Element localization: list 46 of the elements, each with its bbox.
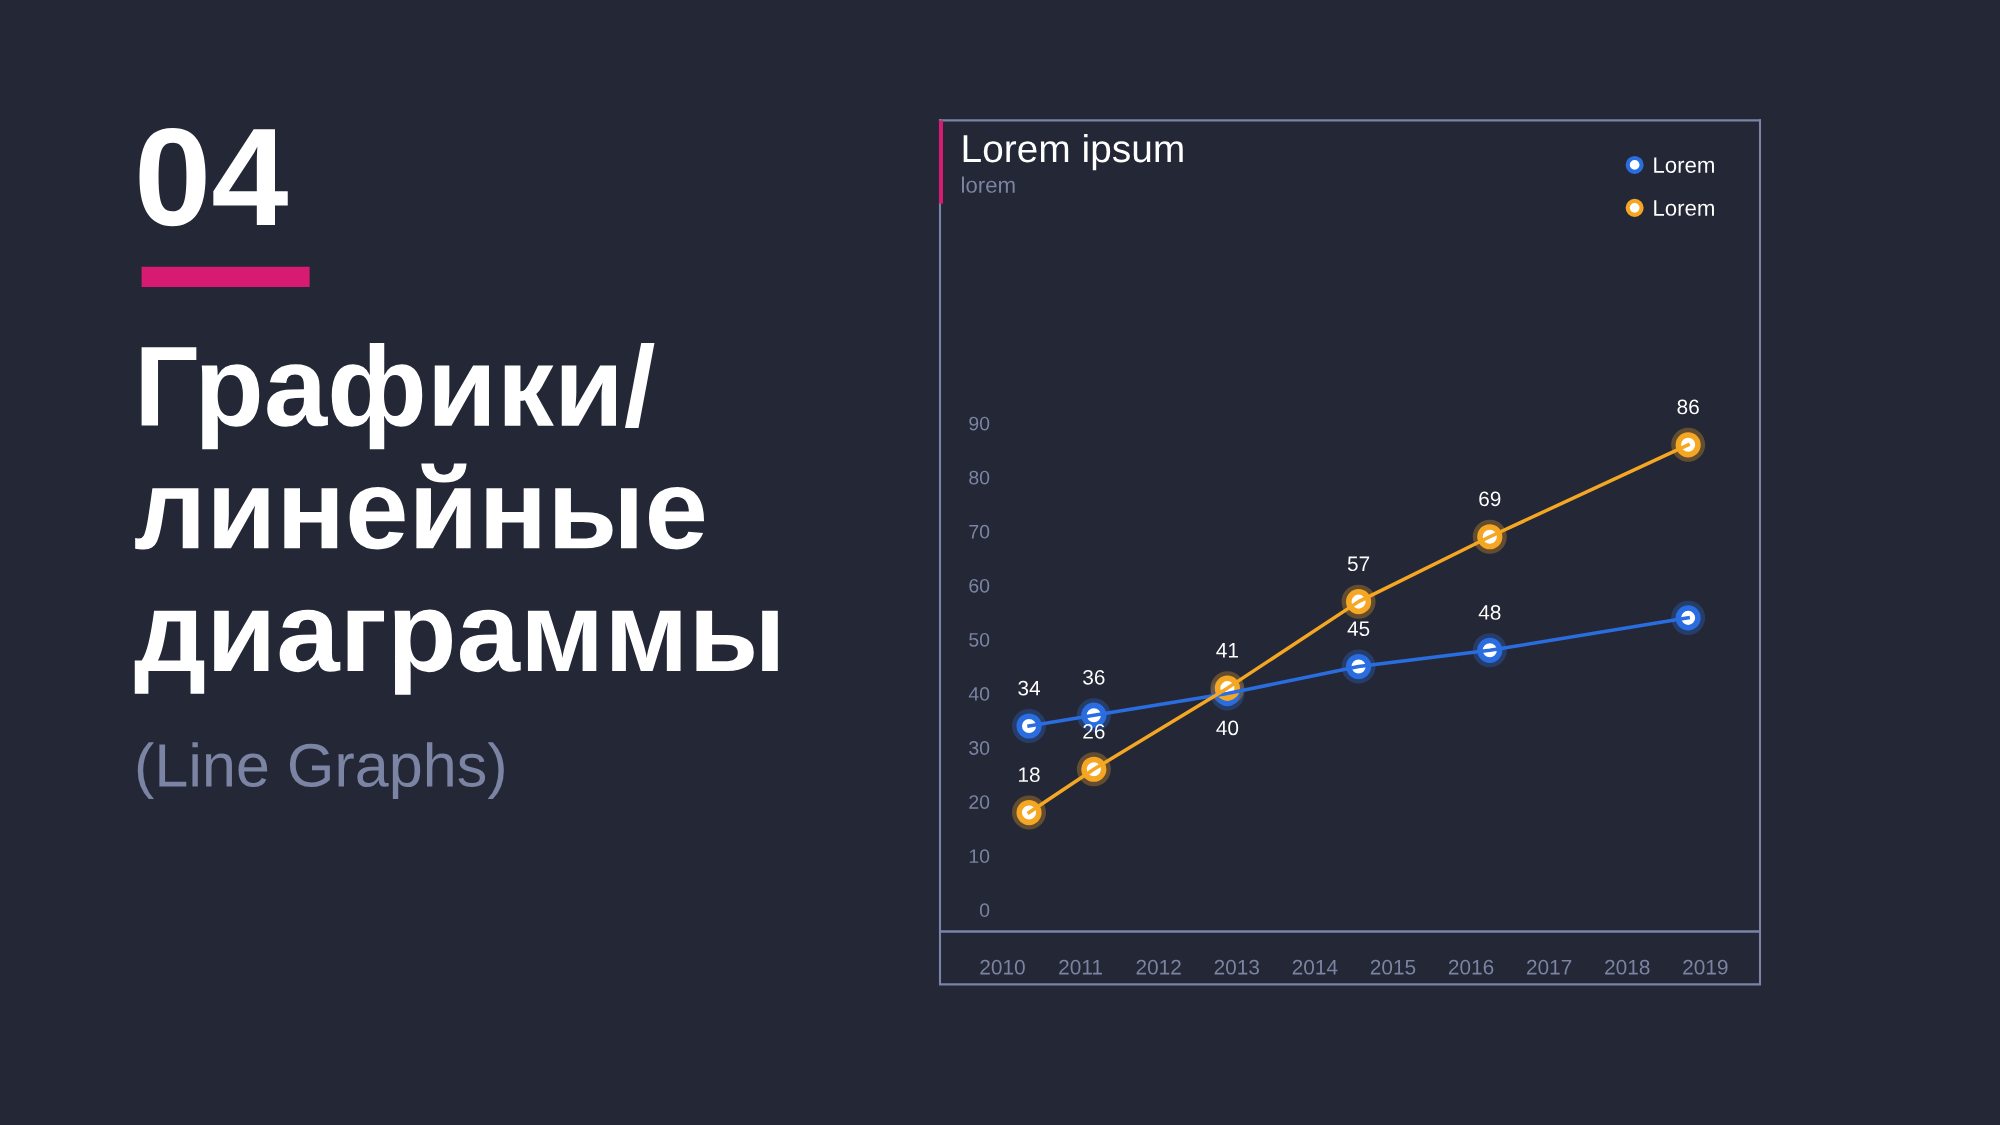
point [1472, 519, 1507, 554]
data-label: 69 [1479, 491, 1501, 507]
data-label: 57 [1347, 556, 1370, 572]
data-label: 18 [1019, 767, 1040, 783]
x-tick-label: 2016 [1448, 959, 1494, 975]
y-tick-label: 30 [969, 741, 990, 755]
point [1012, 795, 1047, 830]
point [1472, 633, 1507, 668]
x-tick-label: 2010 [980, 959, 1025, 975]
x-tick-label: 2011 [1059, 959, 1102, 975]
point [1076, 752, 1111, 787]
y-tick-label: 0 [979, 903, 990, 918]
point [1012, 709, 1047, 744]
point [1671, 427, 1706, 462]
x-tick-label: 2012 [1136, 959, 1181, 975]
text: lorem [962, 176, 1015, 193]
text: 04 [139, 127, 288, 227]
y-tick-label: 50 [969, 632, 990, 647]
point [1671, 600, 1706, 635]
x-tick-label: 2013 [1214, 959, 1260, 975]
x-tick-label: 2018 [1605, 959, 1650, 975]
x-tick-label: 2015 [1370, 959, 1416, 975]
data-label: 36 [1083, 669, 1105, 685]
data-label: 40 [1216, 720, 1239, 736]
point [1341, 584, 1376, 619]
x-tick-label: 2019 [1683, 959, 1728, 975]
x-tick-label: 2014 [1292, 959, 1338, 975]
y-tick-label: 90 [969, 416, 990, 431]
y-tick-label: 20 [969, 795, 990, 809]
x-tick-label: 2017 [1527, 959, 1572, 975]
y-tick-label: 10 [969, 849, 990, 864]
legend-label: Lorem [1654, 200, 1714, 216]
text: (Line Graphs) [137, 742, 504, 800]
y-tick-label: 40 [968, 687, 990, 701]
data-label: 26 [1083, 724, 1105, 739]
y-tick-label: 60 [969, 578, 990, 593]
y-tick-label: 70 [969, 524, 990, 539]
y-tick-label: 80 [969, 470, 990, 485]
legend-label: Lorem [1654, 157, 1714, 173]
chart-title: Lorem ipsum [963, 133, 1183, 171]
text: Графики/ линейные диаграммы [134, 343, 778, 695]
data-label: 45 [1347, 621, 1370, 637]
data-label: 48 [1478, 605, 1501, 620]
data-label: 41 [1216, 643, 1238, 658]
data-label: 34 [1018, 680, 1041, 696]
data-label: 86 [1677, 399, 1699, 415]
